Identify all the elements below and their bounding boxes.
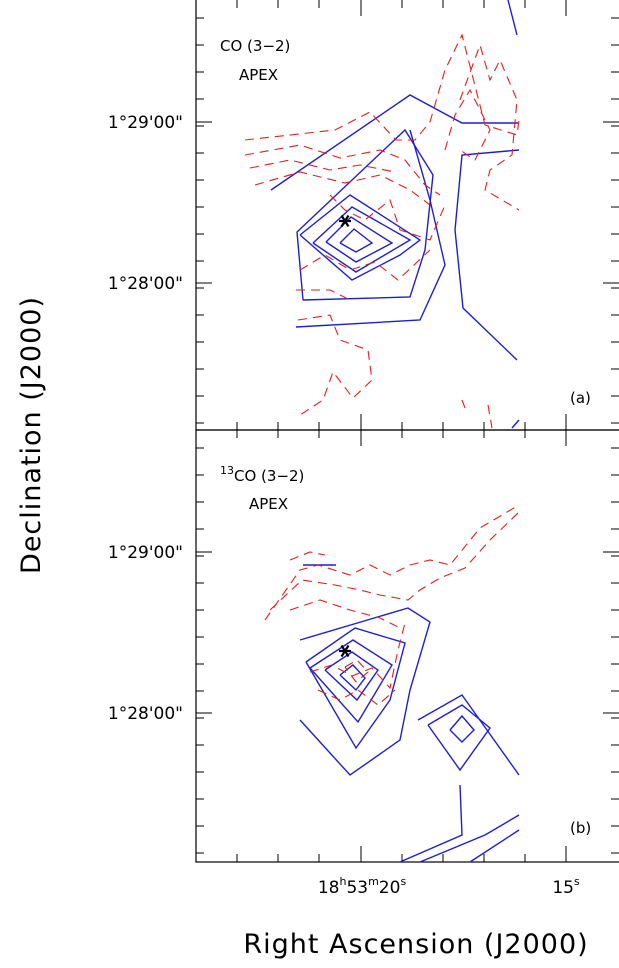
contour-line [427,704,491,772]
panel-a-ticks [196,0,619,430]
contour-line [339,664,366,692]
contour-line [454,149,520,361]
panel-b-negative-contours [264,504,520,706]
panel-b-positive-contours [299,564,520,863]
contour-line [511,419,520,429]
contour-line [254,171,431,206]
contour-line [269,511,520,611]
panel-a: CO (3−2) APEX (a) [195,0,619,431]
panel-a-line-main: CO (3−2) [220,37,290,55]
x-tick-label-0: 18h53m20s [318,875,407,898]
contour-line [487,404,493,429]
panel-a-frame [195,0,619,431]
panel-b-frame [195,429,619,863]
contour-line [305,627,406,750]
contour-line [444,88,491,161]
x-tick-label-1: 15s [552,875,580,898]
contour-line [299,249,431,281]
source-marker-asterisk [339,214,351,228]
contour-line [244,144,441,196]
x-axis-title: Right Ascension (J2000) [243,929,588,960]
contour-line [299,607,431,776]
contour-line [297,314,373,416]
contour-line [417,694,520,776]
y-tick-label-panel-a-1: 1°29'00" [108,113,183,133]
panel-b-line-main: CO (3−2) [234,467,304,485]
contour-line [296,128,434,301]
contour-line [296,289,351,301]
panel-a-tag: (a) [570,389,591,407]
contour-line [329,194,446,241]
panel-b-line-label: 13CO (3−2) [220,464,304,485]
panel-b-line-prefix: 13 [220,464,234,477]
source-marker-asterisk [339,644,351,658]
contour-line [324,651,379,702]
contour-line [507,0,518,36]
contour-line [270,94,519,191]
contour-line [317,689,396,706]
y-tick-label-panel-a-2: 1°28'00" [108,274,183,294]
contour-line [312,206,412,273]
contour-line [344,659,369,683]
panel-a-negative-contours [244,33,520,429]
contour-line [309,639,393,724]
contour-line [469,829,520,863]
panel-a-line-label: CO (3−2) [220,37,290,55]
y-tick-label-panel-b-1: 1°29'00" [108,543,183,563]
panel-b-ticks [196,430,619,862]
contour-line [249,159,396,173]
contour-line [244,33,520,141]
panel-a-telescope: APEX [239,66,278,84]
contour-line [299,194,422,281]
panel-b-telescope: APEX [249,495,288,513]
panel-a-positive-contours [270,0,520,429]
contour-line [339,228,374,253]
contour-line [295,129,446,328]
contour-line [309,622,406,690]
contour-line [419,814,520,863]
contour-line [449,714,475,743]
contour-line [399,784,463,863]
y-tick-label-panel-b-2: 1°28'00" [108,704,183,724]
y-axis-title: Declination (J2000) [16,296,47,574]
contour-line [289,599,401,629]
contour-line [264,504,520,621]
contour-line [461,399,466,409]
panel-b-tag: (b) [570,819,591,837]
panel-b: 13CO (3−2) APEX (b) [195,429,619,863]
contour-line [289,551,326,561]
contour-line [459,43,520,211]
